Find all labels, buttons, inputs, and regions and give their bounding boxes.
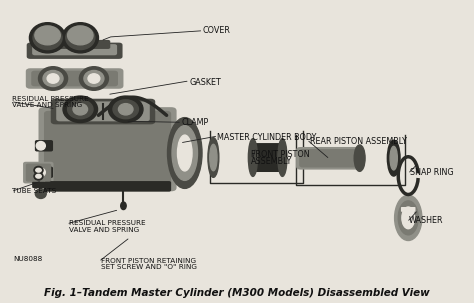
Ellipse shape [47,74,59,83]
Text: FRONT PISTON: FRONT PISTON [251,150,309,159]
Text: CLAMP: CLAMP [182,118,209,127]
Ellipse shape [121,202,126,210]
Ellipse shape [390,146,397,170]
Ellipse shape [62,23,99,53]
FancyBboxPatch shape [54,39,79,45]
FancyBboxPatch shape [35,140,53,152]
FancyBboxPatch shape [27,43,123,59]
Text: RESIDUAL PRESSURE: RESIDUAL PRESSURE [12,96,89,102]
FancyBboxPatch shape [32,44,117,55]
Ellipse shape [35,26,60,45]
Ellipse shape [68,26,93,45]
FancyBboxPatch shape [38,107,177,191]
Text: RESIDUAL PRESSURE: RESIDUAL PRESSURE [69,220,146,226]
Ellipse shape [118,104,133,115]
Ellipse shape [398,201,418,235]
Ellipse shape [34,172,43,180]
Ellipse shape [84,71,104,87]
Ellipse shape [79,67,109,90]
Ellipse shape [38,67,68,90]
Text: WASHER: WASHER [409,216,443,225]
Ellipse shape [210,144,217,171]
Ellipse shape [36,142,46,150]
Ellipse shape [88,74,100,83]
Ellipse shape [73,104,88,115]
FancyBboxPatch shape [31,71,118,86]
FancyBboxPatch shape [38,40,110,49]
Ellipse shape [36,168,41,172]
FancyBboxPatch shape [26,68,123,89]
Text: VALVE AND SPRING: VALVE AND SPRING [69,227,139,233]
FancyBboxPatch shape [26,164,51,182]
Ellipse shape [68,100,93,119]
Ellipse shape [167,118,202,188]
Ellipse shape [36,174,41,178]
Text: NU8088: NU8088 [14,255,43,261]
FancyBboxPatch shape [44,181,171,191]
Ellipse shape [34,166,43,174]
Text: Fig. 1–Tandem Master Cylinder (M300 Models) Disassembled View: Fig. 1–Tandem Master Cylinder (M300 Mode… [44,288,430,298]
Ellipse shape [402,207,415,229]
Text: SNAP RING: SNAP RING [410,168,453,177]
Ellipse shape [278,139,287,176]
FancyBboxPatch shape [35,167,53,178]
Ellipse shape [208,138,219,177]
FancyBboxPatch shape [249,143,286,172]
FancyBboxPatch shape [23,162,54,184]
Ellipse shape [113,100,138,119]
Ellipse shape [36,189,46,198]
Ellipse shape [43,71,63,87]
FancyBboxPatch shape [296,147,364,170]
Text: REAR PISTON ASSEMBLY: REAR PISTON ASSEMBLY [310,137,407,146]
Ellipse shape [66,26,95,50]
Ellipse shape [177,135,192,171]
Text: MASTER CYLINDER BODY: MASTER CYLINDER BODY [217,132,316,142]
FancyBboxPatch shape [44,111,171,188]
FancyBboxPatch shape [51,99,155,124]
Text: TUBE SEATS: TUBE SEATS [12,188,56,194]
Text: COVER: COVER [203,26,231,35]
FancyBboxPatch shape [299,149,361,168]
Ellipse shape [33,26,62,50]
Ellipse shape [172,126,198,180]
FancyBboxPatch shape [401,207,416,212]
Text: FRONT PISTON RETAINING: FRONT PISTON RETAINING [101,258,196,264]
Text: GASKET: GASKET [189,78,221,87]
Ellipse shape [29,23,66,53]
Text: SET SCREW AND "O" RING: SET SCREW AND "O" RING [101,264,197,270]
FancyBboxPatch shape [56,102,150,121]
Ellipse shape [395,195,422,241]
Ellipse shape [109,96,143,122]
Ellipse shape [354,145,365,171]
Ellipse shape [36,168,46,177]
FancyBboxPatch shape [32,181,45,188]
Text: VALVE AND SPRING: VALVE AND SPRING [12,102,82,108]
Text: ASSEMBLY: ASSEMBLY [251,157,292,166]
Ellipse shape [248,139,257,176]
Ellipse shape [387,140,400,176]
Ellipse shape [63,96,98,122]
